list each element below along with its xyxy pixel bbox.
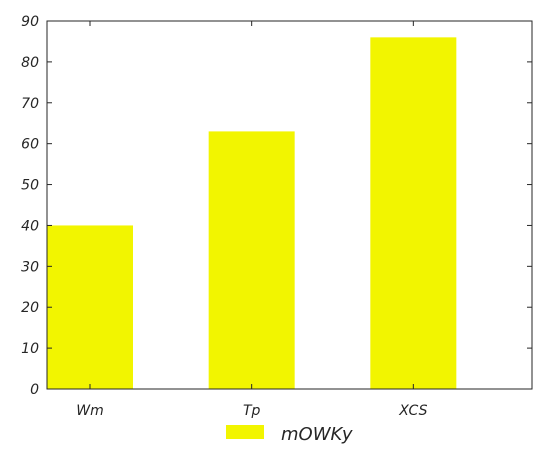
x-tick-label: XCS bbox=[398, 403, 427, 419]
y-tick-label: 70 bbox=[21, 96, 39, 112]
x-tick-label: Tp bbox=[243, 403, 261, 419]
y-tick-label: 80 bbox=[21, 55, 39, 71]
bar-Tp bbox=[208, 131, 295, 389]
y-tick-label: 10 bbox=[21, 341, 39, 357]
axes-frame bbox=[46, 20, 533, 390]
y-tick-label: 40 bbox=[21, 218, 39, 234]
legend-label: mOWKy bbox=[281, 424, 353, 445]
plot-border bbox=[46, 20, 533, 390]
bar-Wm bbox=[47, 225, 133, 389]
y-axis: 0 10 20 30 40 50 60 70 80 90 bbox=[21, 14, 532, 398]
x-tick-label: Wm bbox=[76, 403, 103, 419]
bars-group bbox=[47, 37, 457, 389]
x-axis: Wm Tp XCS bbox=[76, 21, 428, 419]
y-tick-label: 0 bbox=[30, 382, 39, 398]
y-tick-label: 60 bbox=[21, 137, 39, 153]
legend: mOWKy bbox=[226, 424, 353, 445]
y-tick-label: 90 bbox=[21, 14, 39, 30]
y-tick-label: 30 bbox=[21, 259, 39, 275]
y-tick-label: 20 bbox=[21, 300, 39, 316]
legend-swatch bbox=[226, 425, 264, 439]
y-tick-label: 50 bbox=[21, 178, 39, 194]
bar-XCS bbox=[370, 37, 457, 389]
